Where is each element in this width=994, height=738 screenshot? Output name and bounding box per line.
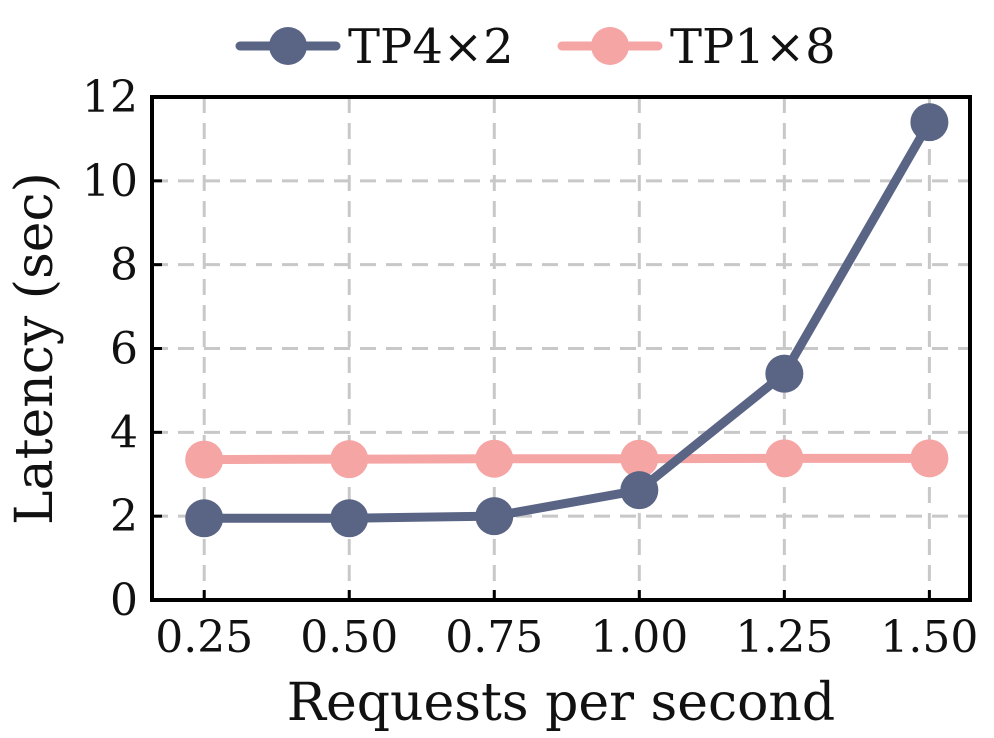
y-tick-label-2: 4 <box>110 407 138 458</box>
plot-frame <box>150 95 972 602</box>
data-point-0-3 <box>620 471 659 510</box>
legend-item-1: TP1×8 <box>557 19 836 75</box>
y-tick-label-0: 0 <box>110 575 138 626</box>
series-line-1 <box>199 453 934 465</box>
y-tick-label-3: 6 <box>110 324 138 375</box>
data-point-0-0 <box>185 499 224 538</box>
y-tick-label-6: 12 <box>82 72 138 123</box>
data-point-1-5 <box>910 439 949 478</box>
data-point-0-1 <box>330 499 369 538</box>
legend-marker-0 <box>269 27 307 65</box>
series-0 <box>185 103 949 538</box>
series-layer <box>185 103 949 538</box>
data-point-0-4 <box>765 354 804 393</box>
data-point-1-2 <box>475 439 514 478</box>
x-tick-label-4: 1.25 <box>735 612 833 663</box>
y-tick-label-5: 10 <box>82 156 138 207</box>
x-tick-label-1: 0.50 <box>300 612 398 663</box>
data-point-1-1 <box>330 440 369 479</box>
y-axis-ticks: 0 2 4 6 8 10 12 <box>82 72 162 626</box>
legend-item-0: TP4×2 <box>235 19 514 75</box>
data-point-1-0 <box>185 440 224 479</box>
y-tick-label-4: 8 <box>110 240 138 291</box>
grid <box>152 97 970 600</box>
legend-label-1: TP1×8 <box>670 19 836 75</box>
y-axis-title: Latency (sec) <box>5 172 65 525</box>
x-axis-ticks: 0.25 0.50 0.75 1.00 1.25 1.50 <box>155 590 978 663</box>
x-tick-label-5: 1.50 <box>880 612 978 663</box>
data-point-0-5 <box>910 103 949 142</box>
x-tick-label-0: 0.25 <box>155 612 253 663</box>
series-1 <box>185 439 949 479</box>
data-point-0-2 <box>475 497 514 536</box>
series-line-0 <box>199 117 934 523</box>
data-point-1-4 <box>765 439 804 478</box>
legend-marker-1 <box>591 27 629 65</box>
legend-label-0: TP4×2 <box>348 19 514 75</box>
x-tick-label-3: 1.00 <box>590 612 688 663</box>
data-point-1-3 <box>620 439 659 478</box>
legend: TP4×2 TP1×8 <box>235 19 836 75</box>
y-tick-label-1: 2 <box>110 491 138 542</box>
x-axis-title: Requests per second <box>287 673 835 733</box>
x-tick-label-2: 0.75 <box>445 612 543 663</box>
